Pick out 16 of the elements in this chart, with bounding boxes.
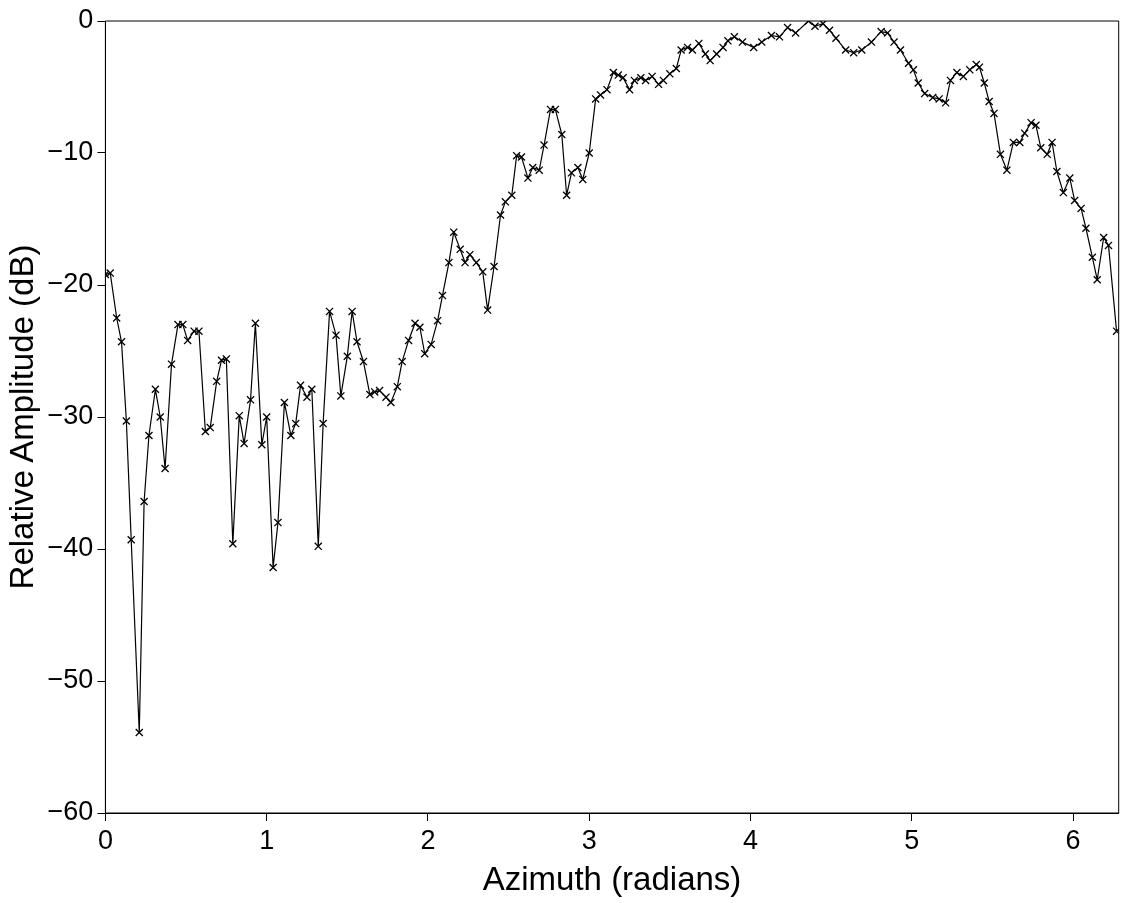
- x-tick-label: 4: [742, 824, 758, 855]
- y-tick-label: 0: [78, 4, 94, 35]
- y-tick-label: −50: [47, 664, 94, 695]
- x-tick-label: 1: [259, 824, 275, 855]
- y-tick-label: −20: [47, 268, 94, 299]
- x-axis-title: Azimuth (radians): [482, 860, 742, 898]
- x-tick-label: 0: [97, 824, 113, 855]
- x-tick-label: 3: [581, 824, 597, 855]
- x-tick-label: 2: [420, 824, 436, 855]
- y-tick-label: −40: [47, 532, 94, 563]
- x-tick-label: 5: [904, 824, 920, 855]
- x-tick-label: 6: [1065, 824, 1081, 855]
- y-axis-title: Relative Amplitude (dB): [2, 244, 40, 590]
- y-tick-label: −60: [47, 796, 94, 827]
- y-tick-label: −30: [47, 400, 94, 431]
- y-tick-label: −10: [47, 136, 94, 167]
